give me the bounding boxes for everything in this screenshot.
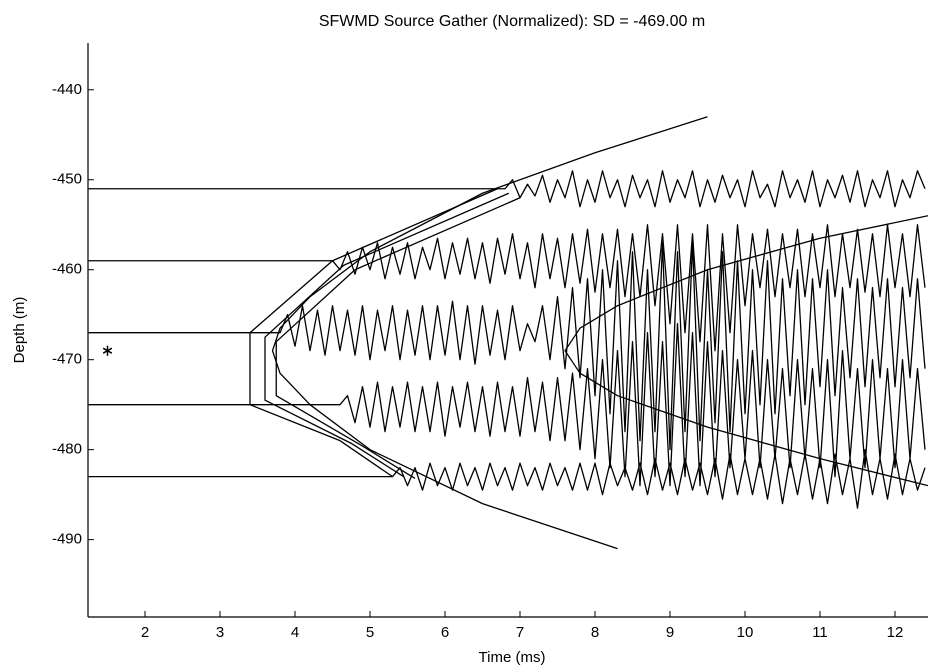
x-tick-label: 7 bbox=[516, 624, 524, 641]
y-tick-label: -490 bbox=[52, 531, 82, 548]
trace-line bbox=[564, 215, 928, 487]
x-tick-label: 11 bbox=[812, 624, 828, 641]
x-tick-label: 9 bbox=[666, 624, 674, 641]
x-tick-label: 5 bbox=[366, 624, 374, 641]
y-tick-label: -460 bbox=[52, 261, 82, 278]
y-axis-label: Depth (m) bbox=[11, 297, 28, 364]
y-tick-label: -450 bbox=[52, 171, 82, 188]
trace-line bbox=[88, 170, 926, 208]
trace-line bbox=[271, 116, 708, 550]
y-tick-label: -480 bbox=[52, 441, 82, 458]
trace-line bbox=[88, 323, 926, 487]
x-tick-label: 4 bbox=[291, 624, 299, 641]
y-tick-label: -470 bbox=[52, 351, 82, 368]
x-tick-label: 8 bbox=[591, 624, 599, 641]
x-tick-label: 12 bbox=[887, 624, 904, 641]
chart-title: SFWMD Source Gather (Normalized): SD = -… bbox=[319, 13, 705, 30]
trace-line bbox=[88, 449, 926, 509]
trace-line bbox=[264, 192, 510, 478]
trace-line bbox=[88, 224, 926, 352]
trace-line bbox=[88, 242, 926, 451]
marker bbox=[102, 345, 113, 356]
x-tick-label: 3 bbox=[216, 624, 224, 641]
x-axis-label: Time (ms) bbox=[479, 649, 546, 666]
x-tick-label: 2 bbox=[141, 624, 149, 641]
x-tick-label: 6 bbox=[441, 624, 449, 641]
x-tick-label: 10 bbox=[737, 624, 754, 641]
y-tick-label: -440 bbox=[52, 81, 82, 98]
trace-line bbox=[275, 197, 521, 480]
trace-line bbox=[249, 188, 498, 478]
